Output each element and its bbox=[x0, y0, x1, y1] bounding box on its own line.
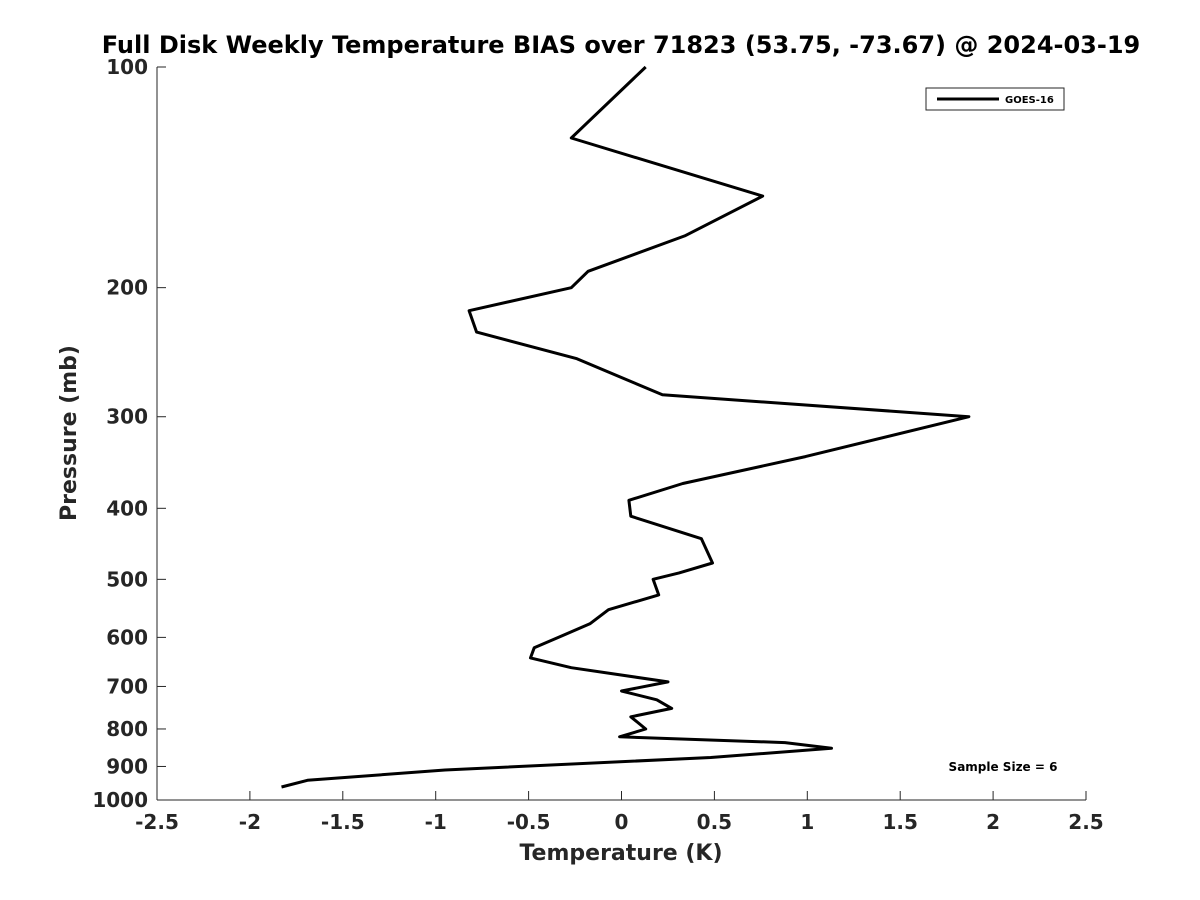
x-axis-label: Temperature (K) bbox=[519, 841, 722, 866]
y-tick-label: 900 bbox=[106, 754, 148, 778]
x-tick-label: -1 bbox=[425, 810, 447, 834]
series-layer bbox=[281, 65, 971, 789]
x-tick-label: 1.5 bbox=[882, 810, 917, 834]
y-tick-label: 100 bbox=[106, 55, 148, 79]
x-tick-label: 0.5 bbox=[697, 810, 732, 834]
x-tick-label: -2.5 bbox=[135, 810, 179, 834]
y-tick-label: 200 bbox=[106, 276, 148, 300]
y-tick-label: 400 bbox=[106, 496, 148, 520]
y-axis-ticks: 100 200 300 400 500 600 700 800 900 1000 bbox=[92, 55, 166, 812]
x-tick-label: 0 bbox=[615, 810, 629, 834]
chart-title: Full Disk Weekly Temperature BIAS over 7… bbox=[102, 31, 1141, 59]
x-axis-ticks: -2.5 -2 -1.5 -1 -0.5 0 0.5 1 1.5 2 2.5 bbox=[135, 791, 1104, 834]
y-tick-label: 700 bbox=[106, 674, 148, 698]
sample-size-annotation: Sample Size = 6 bbox=[949, 760, 1058, 774]
y-tick-label: 300 bbox=[106, 405, 148, 429]
legend-label: GOES-16 bbox=[1005, 95, 1054, 106]
y-axis-label: Pressure (mb) bbox=[57, 345, 82, 521]
x-tick-label: 1 bbox=[800, 810, 814, 834]
series-line-goes-16 bbox=[281, 65, 971, 789]
x-tick-label: 2.5 bbox=[1068, 810, 1103, 834]
y-tick-label: 1000 bbox=[92, 788, 148, 812]
y-tick-label: 600 bbox=[106, 625, 148, 649]
y-tick-label: 500 bbox=[106, 567, 148, 591]
x-tick-label: -0.5 bbox=[507, 810, 551, 834]
x-tick-label: -1.5 bbox=[321, 810, 365, 834]
legend: GOES-16 bbox=[925, 87, 1065, 111]
x-tick-label: -2 bbox=[239, 810, 261, 834]
x-tick-label: 2 bbox=[986, 810, 1000, 834]
y-tick-label: 800 bbox=[106, 717, 148, 741]
